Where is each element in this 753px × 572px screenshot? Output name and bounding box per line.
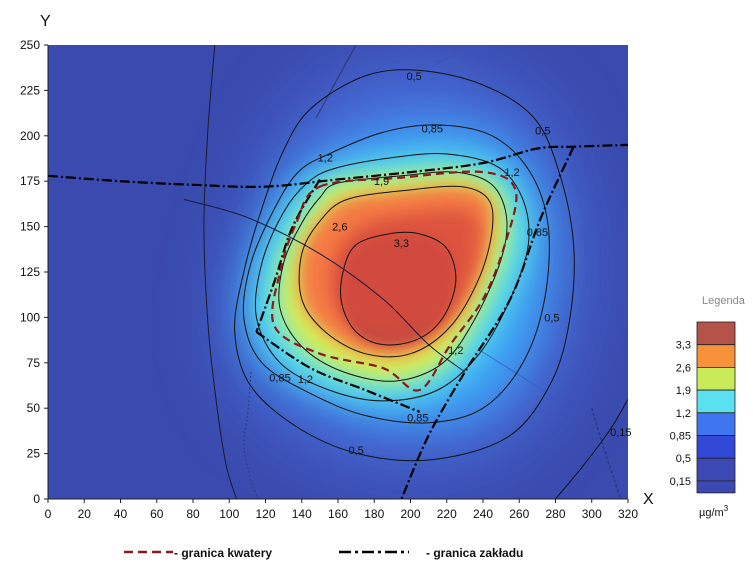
contour-lines — [234, 69, 628, 499]
x-tick-label-9: 180 — [364, 507, 384, 521]
x-tick-label-14: 280 — [545, 507, 565, 521]
colorbar-label-5: 0,5 — [676, 453, 691, 465]
x-tick-label-4: 80 — [186, 507, 200, 521]
road-line-2 — [479, 349, 574, 413]
colorbar-label-3: 1,2 — [676, 408, 691, 420]
boundary-lines — [48, 143, 628, 499]
boundary-zakladu-right — [400, 146, 575, 499]
contour-labels: 0,5 0,5 0,5 0,5 0,85 0,85 0,85 0,85 1,2 1,2 1,2 1,2… — [269, 71, 631, 457]
heat-core — [329, 209, 480, 338]
contour-label-11: 1,2 — [298, 374, 313, 386]
x-tick-label-6: 120 — [255, 507, 275, 521]
colorbar-unit: µg/m3 — [699, 504, 729, 519]
colorbar-swatch-2 — [696, 366, 736, 391]
x-tick-label-12: 240 — [473, 507, 493, 521]
contour-label-0: 0,5 — [406, 71, 421, 83]
contour-label-5: 0,85 — [527, 227, 548, 239]
x-tick-label-15: 300 — [582, 507, 602, 521]
x-tick-label-1: 20 — [78, 507, 92, 521]
boundary-legend: - granica kwatery - granica zakładu — [124, 546, 523, 560]
contour-label-4: 0,85 — [422, 124, 443, 136]
y-tick-label-8: 200 — [20, 129, 40, 143]
contour-label-3: 0,5 — [348, 445, 363, 457]
y-tick-label-4: 100 — [20, 310, 40, 324]
terrain-line-3 — [591, 407, 622, 499]
x-tick-label-7: 140 — [292, 507, 312, 521]
contour-c26 — [298, 185, 494, 358]
colorbar-title: Legenda — [702, 295, 746, 307]
colorbar-swatch-4 — [696, 412, 736, 436]
y-tick-label-9: 225 — [20, 83, 40, 97]
contour-label-7: 0,85 — [407, 412, 428, 424]
y-tick-label-7: 175 — [20, 174, 40, 188]
y-tick-label-6: 150 — [20, 220, 40, 234]
contour-label-9: 1,2 — [504, 167, 519, 179]
contour-label-2: 0,5 — [544, 312, 559, 324]
colorbar-label-6: 0,15 — [670, 476, 691, 488]
contour-c015 — [555, 398, 628, 499]
colorbar-swatch-1 — [696, 344, 736, 368]
colorbar-label-0: 3,3 — [676, 340, 691, 352]
contour-label-14: 3,3 — [394, 238, 409, 250]
road-line-3 — [315, 45, 357, 118]
y-tick-label-5: 125 — [20, 265, 40, 279]
boundary-zakladu-bottom — [255, 330, 421, 413]
x-tick-label-0: 0 — [45, 507, 52, 521]
contour-label-10: 1,2 — [448, 345, 463, 357]
x-tick-label-16: 320 — [618, 507, 638, 521]
boundary-kwatery — [271, 170, 518, 392]
colorbar-swatch-3 — [696, 389, 736, 414]
colorbar-label-4: 0,85 — [670, 431, 691, 443]
x-tick-label-13: 260 — [509, 507, 529, 521]
colorbar-label-2: 1,9 — [676, 385, 691, 397]
legend-kwatery-label: - granica kwatery — [174, 546, 272, 560]
boundary-zakladu-left — [255, 178, 321, 333]
colorbar-swatch-6 — [696, 457, 736, 482]
boundary-zakladu-top — [48, 143, 628, 188]
x-tick-label-3: 60 — [150, 507, 164, 521]
contour-label-8: 1,2 — [318, 153, 333, 165]
y-tick-label-0: 0 — [33, 492, 40, 506]
contour-label-13: 2,6 — [332, 222, 347, 234]
y-tick-label-2: 50 — [27, 401, 41, 415]
colorbar-legend: Legenda 3,3 2,6 1,9 1,2 0,85 0,5 0,15 µg/m3 — [670, 295, 746, 519]
contour-label-1: 0,5 — [535, 125, 550, 137]
x-tick-label-8: 160 — [328, 507, 348, 521]
y-axis-label: Y — [40, 13, 51, 30]
y-tick-label-1: 25 — [27, 447, 41, 461]
contour-label-12: 1,9 — [374, 176, 389, 188]
contour-c05 — [234, 69, 575, 462]
contour-c12 — [254, 153, 530, 402]
x-axis-label: X — [643, 491, 654, 508]
y-tick-label-10: 250 — [20, 38, 40, 52]
heatmap-field — [48, 45, 628, 499]
contour-c19 — [278, 171, 508, 382]
x-tick-label-2: 40 — [114, 507, 128, 521]
colorbar-swatch-0 — [696, 321, 736, 346]
colorbar-swatch-base — [696, 480, 736, 494]
colorbar-swatch-5 — [696, 435, 736, 459]
contour-label-6: 0,85 — [269, 372, 290, 384]
x-tick-label-5: 100 — [219, 507, 239, 521]
contour-c33 — [340, 231, 457, 346]
axes: 0 20 40 60 80 100 120 140 160 180 200 220 240 260 280 3… — [20, 13, 654, 521]
y-tick-label-3: 75 — [27, 356, 41, 370]
colorbar-label-1: 2,6 — [676, 362, 691, 374]
contour-label-15: 0,15 — [610, 427, 631, 439]
legend-zakladu-label: - granica zakładu — [426, 546, 523, 560]
terrain-line-1 — [203, 45, 237, 499]
x-tick-label-11: 220 — [437, 507, 457, 521]
x-tick-label-10: 200 — [400, 507, 420, 521]
road-line-4 — [437, 45, 469, 64]
terrain-line-2 — [243, 371, 259, 499]
contour-c085 — [242, 124, 550, 424]
